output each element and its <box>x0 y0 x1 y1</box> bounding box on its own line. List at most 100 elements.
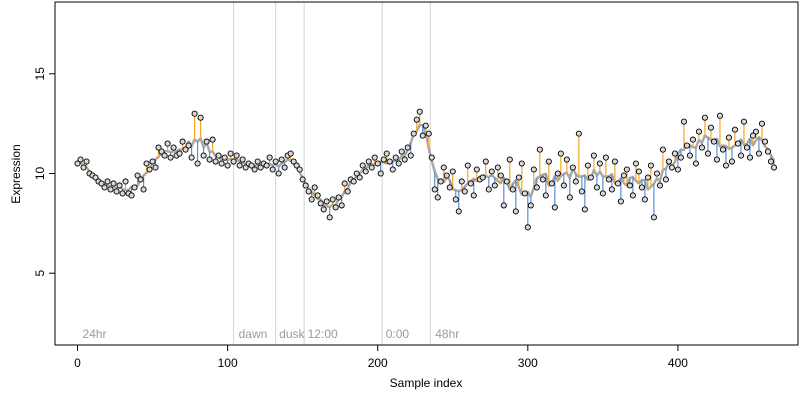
data-point <box>164 140 171 147</box>
data-point <box>401 156 408 163</box>
data-point <box>386 158 393 165</box>
data-point <box>728 158 736 165</box>
data-point <box>545 158 552 165</box>
data-point <box>380 156 387 163</box>
data-point <box>272 158 279 165</box>
phase-label: 24hr <box>83 327 107 341</box>
data-point <box>344 188 351 195</box>
data-point <box>569 164 576 171</box>
data-point <box>593 184 600 191</box>
data-point <box>320 206 327 213</box>
data-point <box>326 214 333 221</box>
data-point <box>314 192 321 199</box>
data-point <box>368 164 375 171</box>
data-point <box>134 172 141 179</box>
data-point <box>674 166 681 173</box>
data-point <box>470 192 477 199</box>
data-point <box>425 130 432 137</box>
data-point <box>683 142 690 149</box>
data-point <box>461 188 468 195</box>
data-point <box>713 156 720 163</box>
data-point <box>218 160 225 167</box>
data-point <box>671 150 678 157</box>
data-point <box>236 162 243 169</box>
data-point <box>281 164 288 171</box>
x-tick-label: 0 <box>74 356 81 370</box>
data-point <box>623 166 630 173</box>
data-point <box>509 186 516 193</box>
data-point <box>686 152 693 159</box>
data-point <box>389 166 396 173</box>
data-point <box>473 166 480 173</box>
data-point <box>83 158 90 165</box>
data-point <box>599 190 606 197</box>
data-point <box>578 188 585 195</box>
data-point <box>551 204 558 211</box>
data-point <box>317 200 324 207</box>
data-point <box>110 180 117 187</box>
data-point <box>740 118 748 125</box>
data-point <box>269 166 276 173</box>
data-point <box>371 154 378 161</box>
data-point <box>185 142 192 149</box>
data-point <box>197 114 204 121</box>
data-point <box>395 160 402 167</box>
data-point <box>617 198 624 205</box>
data-point <box>335 194 342 201</box>
data-point <box>302 182 309 189</box>
data-point <box>560 182 567 189</box>
data-point <box>482 158 489 165</box>
data-point <box>155 144 162 151</box>
data-point <box>365 158 372 165</box>
data-point <box>80 164 87 171</box>
data-point <box>242 164 249 171</box>
data-point <box>323 198 330 205</box>
data-point <box>536 146 543 153</box>
phase-label: 48hr <box>435 327 459 341</box>
data-point <box>695 128 702 135</box>
data-point <box>212 158 219 165</box>
data-point <box>398 148 405 155</box>
data-point <box>596 160 603 167</box>
data-point <box>584 162 591 169</box>
data-point <box>146 166 153 173</box>
data-point <box>503 178 510 185</box>
data-point <box>308 196 315 203</box>
data-point <box>512 208 519 215</box>
data-point <box>431 186 438 193</box>
data-point <box>299 176 306 183</box>
data-point <box>650 214 657 221</box>
data-point <box>725 134 733 141</box>
data-point <box>641 196 648 203</box>
data-point <box>485 186 492 193</box>
data-point <box>647 162 654 169</box>
data-point <box>239 156 246 163</box>
data-point <box>656 182 663 189</box>
data-point <box>248 162 255 169</box>
data-point <box>191 110 198 117</box>
data-point <box>752 128 760 135</box>
phase-label: dawn <box>239 327 268 341</box>
data-point <box>659 146 666 153</box>
data-point <box>221 154 228 161</box>
data-point <box>161 152 168 159</box>
data-point <box>275 170 282 177</box>
y-tick-label: 15 <box>33 67 47 81</box>
data-point <box>296 166 303 173</box>
data-point <box>737 152 745 159</box>
data-point <box>377 170 384 177</box>
data-point <box>590 152 597 159</box>
data-point <box>491 182 498 189</box>
data-point <box>149 158 156 165</box>
data-point <box>311 184 318 191</box>
data-point <box>506 156 513 163</box>
data-point <box>305 188 312 195</box>
data-point <box>104 178 111 185</box>
data-point <box>119 190 126 197</box>
data-point <box>467 180 474 187</box>
data-point <box>224 162 231 169</box>
data-point <box>644 174 651 181</box>
x-axis-title: Sample index <box>390 376 463 390</box>
data-point <box>92 174 99 181</box>
